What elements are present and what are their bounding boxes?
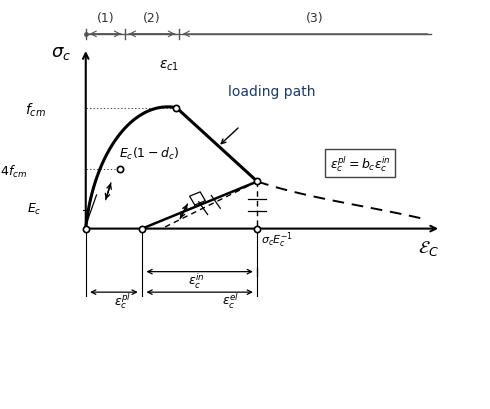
Text: $\varepsilon_c^{pl}$: $\varepsilon_c^{pl}$ [114, 291, 131, 310]
Text: loading path: loading path [228, 85, 316, 99]
Text: (3): (3) [306, 12, 323, 25]
Text: $\mathcal{E}_C$: $\mathcal{E}_C$ [418, 238, 439, 257]
Text: (2): (2) [143, 12, 161, 25]
Text: $0,4f_{cm}$: $0,4f_{cm}$ [0, 164, 27, 180]
Text: $f_{cm}$: $f_{cm}$ [25, 102, 47, 119]
Text: $\varepsilon_c^{pl} = b_c \varepsilon_c^{in}$: $\varepsilon_c^{pl} = b_c \varepsilon_c^… [330, 154, 391, 173]
Text: $\varepsilon_{c1}$: $\varepsilon_{c1}$ [159, 58, 179, 73]
Text: $\sigma_c E_c^{-1}$: $\sigma_c E_c^{-1}$ [261, 229, 293, 249]
Text: $\varepsilon_c^{el}$: $\varepsilon_c^{el}$ [222, 291, 239, 310]
Text: $E_c(1-d_c)$: $E_c(1-d_c)$ [120, 145, 179, 162]
Text: $E_c$: $E_c$ [27, 201, 42, 216]
Text: $\sigma_c$: $\sigma_c$ [51, 44, 72, 62]
Text: (1): (1) [97, 12, 114, 25]
Text: $\varepsilon_c^{in}$: $\varepsilon_c^{in}$ [188, 270, 204, 290]
